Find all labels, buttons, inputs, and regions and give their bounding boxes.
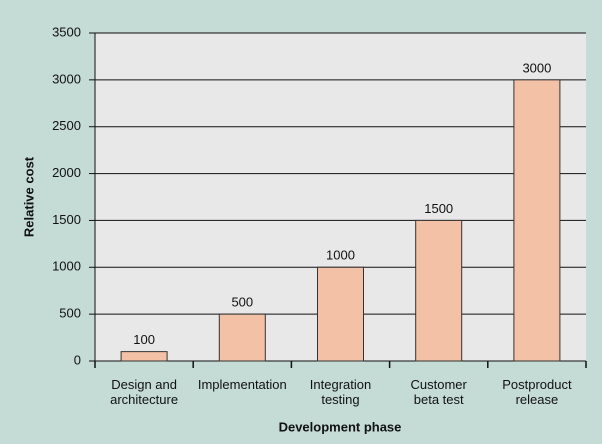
x-tick-label: Design and architecture	[110, 377, 179, 407]
y-tick-label: 3000	[52, 71, 81, 86]
y-tick-label: 3500	[52, 24, 81, 39]
x-tick-label-box: Design and architecture	[102, 377, 186, 407]
x-tick-label: Postproduct release	[502, 377, 572, 407]
bar	[317, 266, 364, 362]
x-tick-label-box: Customer beta test	[397, 377, 481, 407]
bar	[513, 79, 561, 362]
y-tick-label: 1000	[52, 259, 81, 274]
x-tick-label: Customer beta test	[410, 377, 467, 407]
bar	[120, 351, 168, 362]
x-tick-label-box: Integration testing	[299, 377, 383, 407]
y-tick-label: 0	[74, 352, 81, 367]
value-label: 1000	[326, 248, 355, 263]
x-tick-label-box: Implementation	[197, 377, 287, 392]
y-axis-label: Relative cost	[21, 156, 36, 237]
value-label: 500	[231, 295, 253, 310]
y-tick-label: 2000	[52, 165, 81, 180]
x-tick-label-box: Postproduct release	[495, 377, 579, 407]
value-label: 100	[133, 332, 155, 347]
y-tick-label: 500	[59, 306, 81, 321]
y-tick-label: 2500	[52, 118, 81, 133]
value-label: 1500	[424, 201, 453, 216]
x-tick-label: Implementation	[197, 377, 287, 392]
y-tick-label: 1500	[52, 212, 81, 227]
x-tick-label: Integration testing	[309, 377, 372, 407]
bar	[218, 313, 266, 362]
x-axis-label: Development phase	[279, 419, 402, 434]
bar	[415, 219, 463, 362]
value-label: 3000	[522, 60, 551, 75]
